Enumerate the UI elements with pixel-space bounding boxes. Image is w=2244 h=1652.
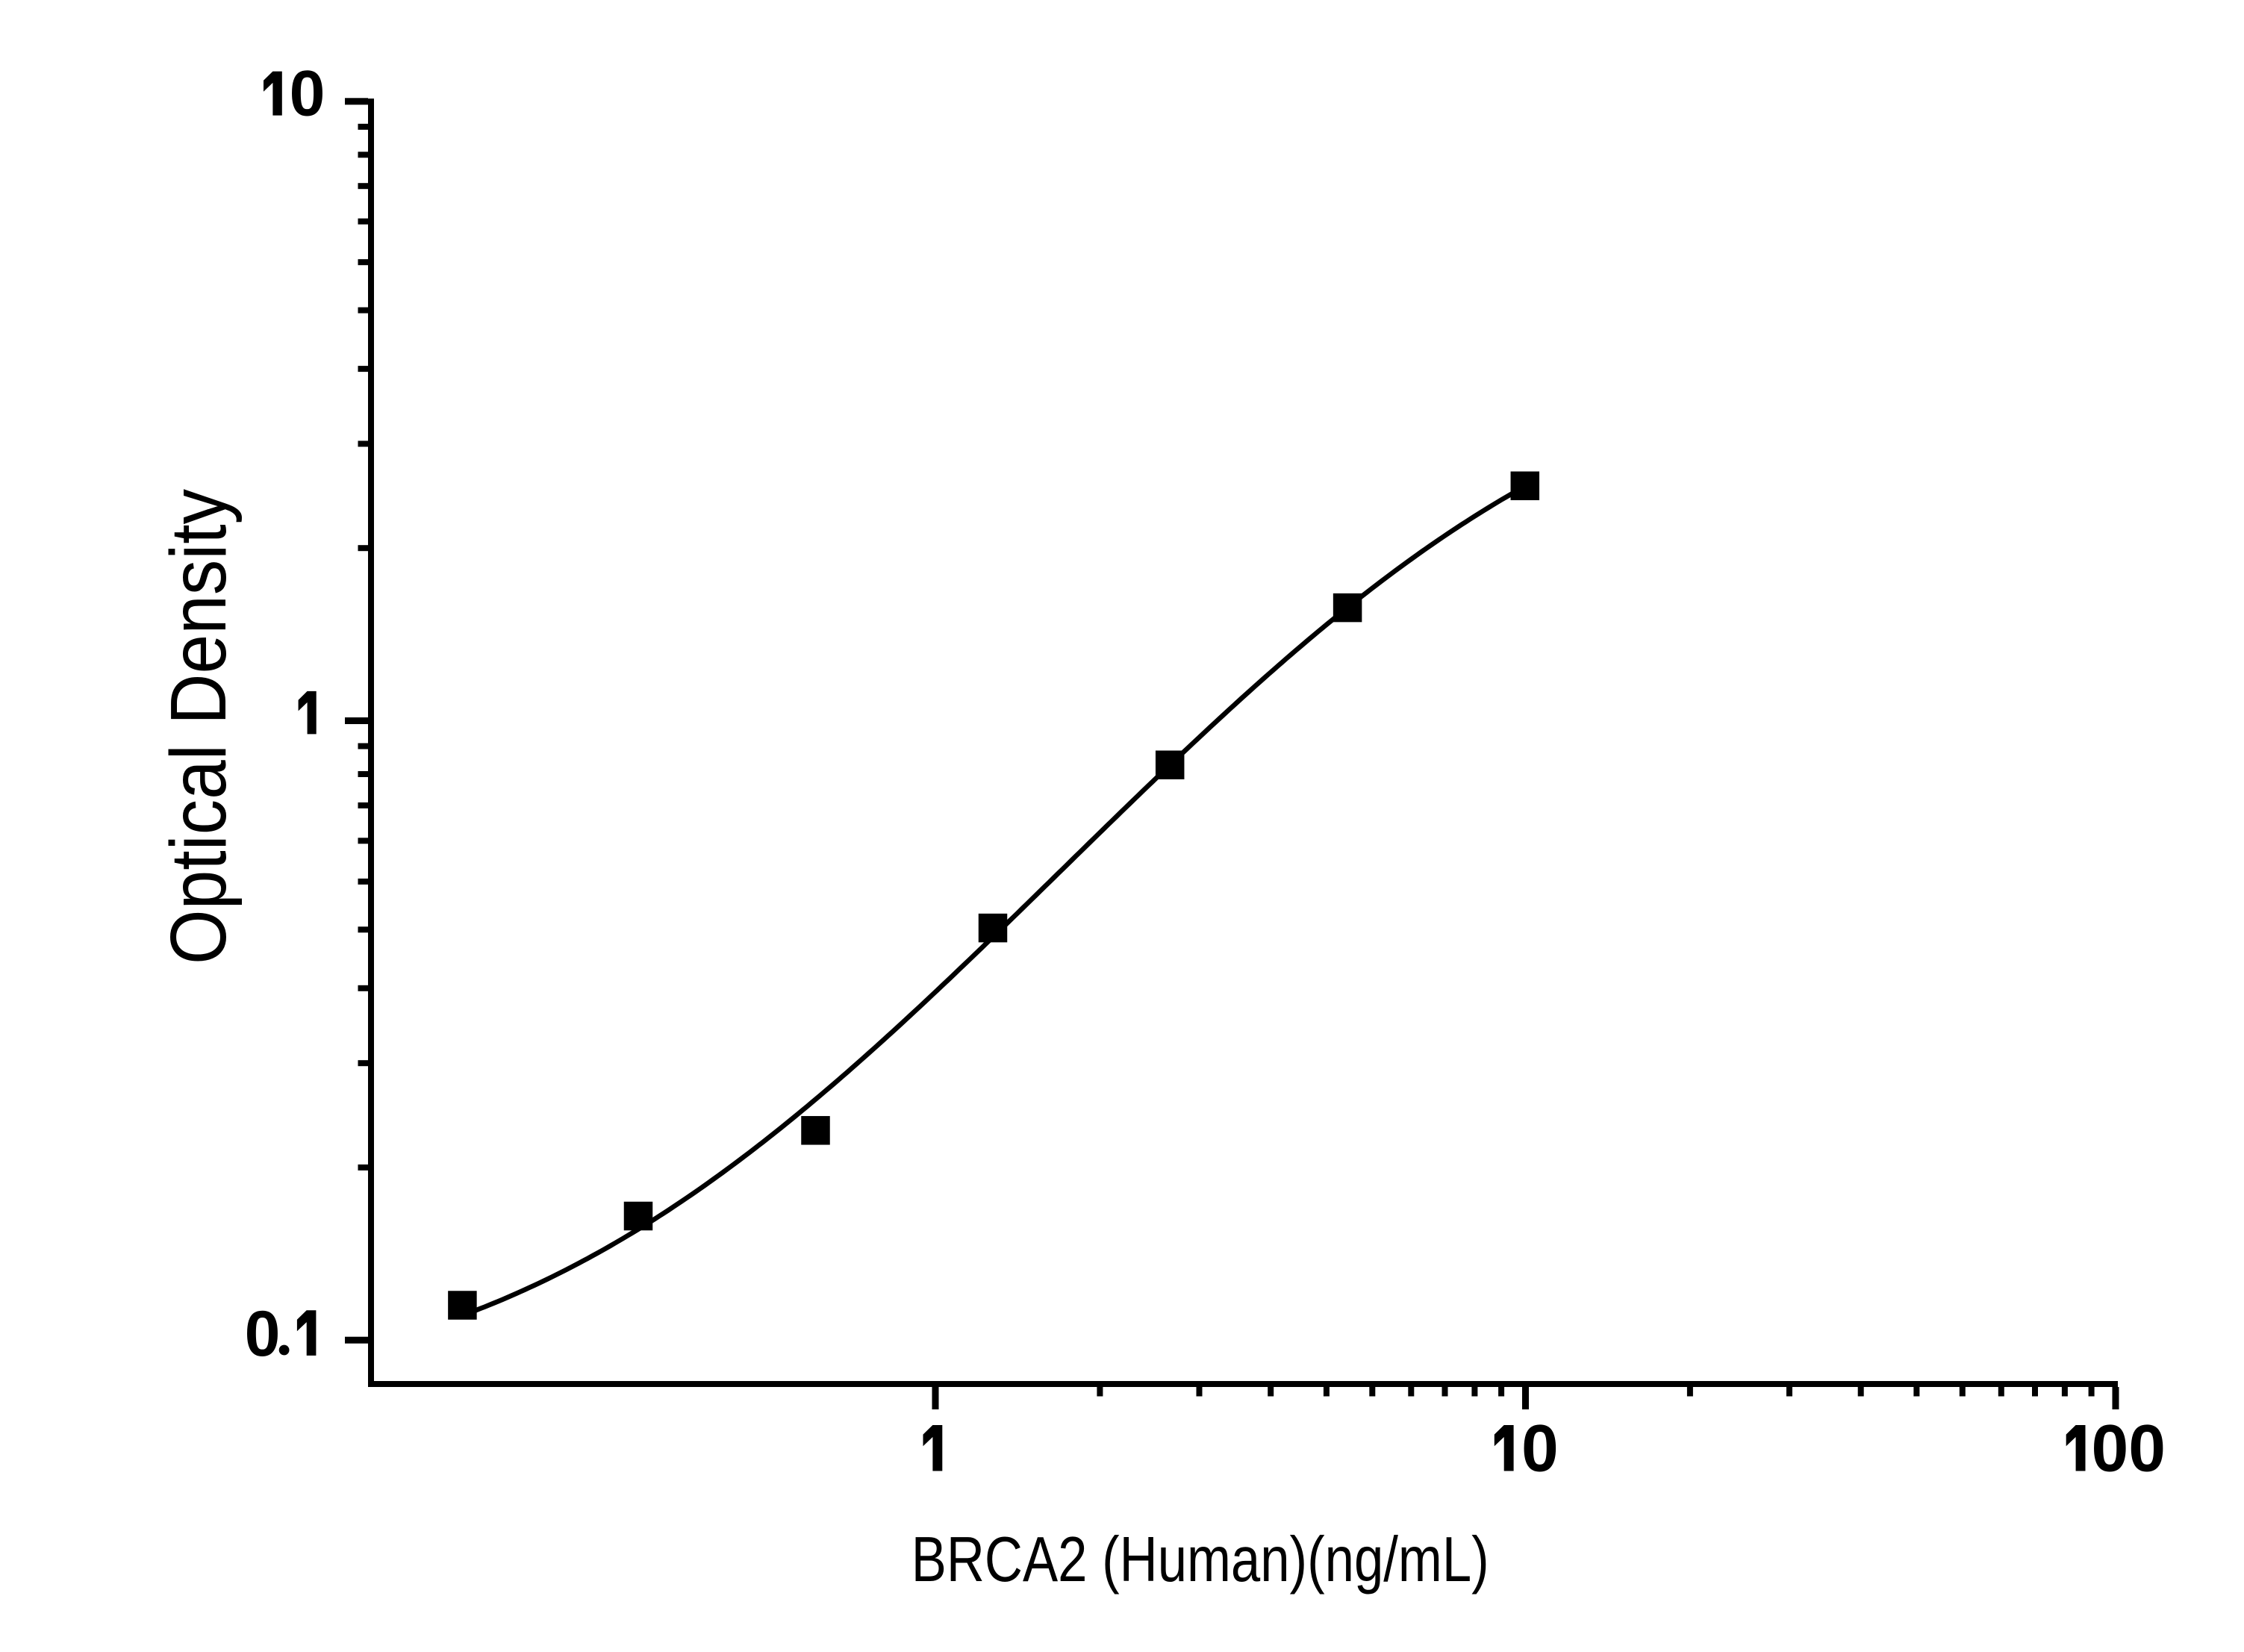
svg-text:0: 0 xyxy=(290,58,325,130)
svg-text:BRCA2 (Human)(ng/mL): BRCA2 (Human)(ng/mL) xyxy=(911,1524,1489,1595)
svg-text:0: 0 xyxy=(245,1298,281,1370)
svg-text:0: 0 xyxy=(1521,1411,1559,1486)
svg-text:00: 00 xyxy=(2092,1411,2166,1486)
svg-text:Optical Density: Optical Density xyxy=(155,489,243,964)
